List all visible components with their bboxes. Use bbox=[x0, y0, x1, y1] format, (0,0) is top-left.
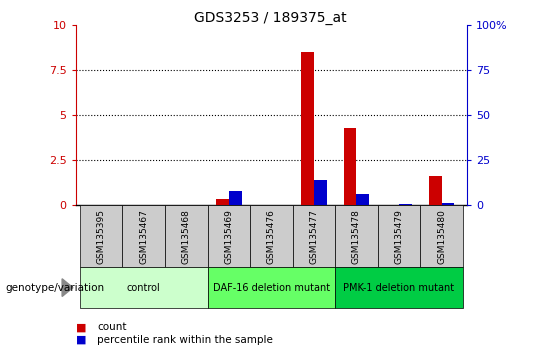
Text: GSM135478: GSM135478 bbox=[352, 209, 361, 264]
Text: GSM135395: GSM135395 bbox=[97, 209, 106, 264]
Bar bbox=[80, 205, 123, 267]
Bar bbox=[165, 205, 207, 267]
Bar bbox=[343, 128, 356, 205]
Bar bbox=[80, 267, 207, 308]
Text: GSM135476: GSM135476 bbox=[267, 209, 276, 264]
Text: GDS3253 / 189375_at: GDS3253 / 189375_at bbox=[194, 11, 346, 25]
Text: GSM135469: GSM135469 bbox=[224, 209, 233, 264]
Bar bbox=[293, 205, 335, 267]
Text: genotype/variation: genotype/variation bbox=[5, 282, 105, 293]
Bar bbox=[250, 205, 293, 267]
Text: count: count bbox=[97, 322, 127, 332]
Bar bbox=[420, 205, 463, 267]
Bar bbox=[314, 180, 327, 205]
Bar bbox=[207, 267, 335, 308]
Text: GSM135467: GSM135467 bbox=[139, 209, 148, 264]
Text: control: control bbox=[127, 282, 160, 293]
Bar bbox=[399, 204, 412, 205]
Text: percentile rank within the sample: percentile rank within the sample bbox=[97, 335, 273, 345]
Bar bbox=[442, 203, 454, 205]
Bar bbox=[378, 205, 420, 267]
Bar bbox=[429, 176, 442, 205]
Bar bbox=[335, 267, 463, 308]
Bar bbox=[216, 199, 229, 205]
Bar bbox=[207, 205, 250, 267]
Text: ■: ■ bbox=[76, 322, 86, 332]
Bar bbox=[335, 205, 378, 267]
Bar bbox=[356, 194, 369, 205]
Text: GSM135479: GSM135479 bbox=[395, 209, 403, 264]
Bar bbox=[301, 52, 314, 205]
Text: GSM135468: GSM135468 bbox=[182, 209, 191, 264]
Bar bbox=[123, 205, 165, 267]
Bar bbox=[229, 191, 241, 205]
Text: DAF-16 deletion mutant: DAF-16 deletion mutant bbox=[213, 282, 330, 293]
Text: GSM135480: GSM135480 bbox=[437, 209, 446, 264]
Text: ■: ■ bbox=[76, 335, 86, 345]
Polygon shape bbox=[62, 279, 73, 297]
Text: GSM135477: GSM135477 bbox=[309, 209, 319, 264]
Text: PMK-1 deletion mutant: PMK-1 deletion mutant bbox=[343, 282, 455, 293]
